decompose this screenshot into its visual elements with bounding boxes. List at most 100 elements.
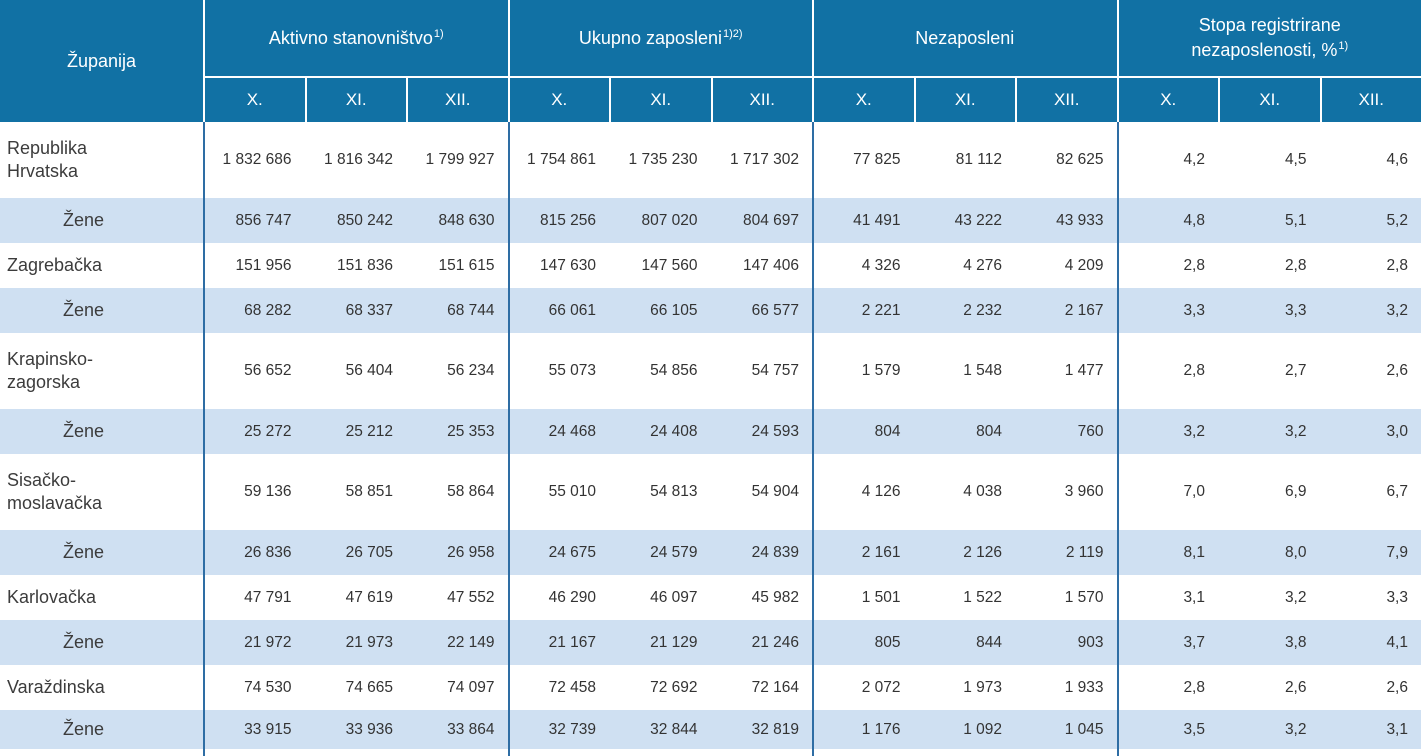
value-cell: 147 630 (507, 243, 610, 288)
value-cell: 2,8 (1284, 256, 1307, 274)
value-cell: 54 757 (751, 362, 799, 379)
table-row-county: Krapinsko-zagorska 56 652 56 404 56 234 55 0… (0, 333, 1421, 409)
value-cell: 804 697 (742, 211, 799, 229)
value-cell: 804 (976, 422, 1002, 440)
row-label-zene: Žene (63, 300, 105, 320)
value-cell: 4 209 (1064, 256, 1104, 274)
value-cell: 21 973 (345, 633, 393, 651)
value-cell: 72 164 (751, 678, 799, 696)
value-cell: 47 791 (203, 575, 305, 620)
cutoff-cell (1320, 749, 1421, 756)
value-cell: 54 813 (650, 483, 698, 500)
group-header-nezaposleni: Nezaposleni (814, 0, 1117, 76)
value-cell: 3,3 (1386, 588, 1408, 606)
value-cell: 903 (1077, 633, 1104, 651)
value-cell: 74 530 (203, 665, 305, 710)
row-label-zene: Žene (63, 632, 105, 652)
value-cell: 55 073 (507, 333, 610, 409)
value-cell: 4,1 (1386, 633, 1408, 651)
month-header: XII. (712, 78, 812, 122)
cutoff-cell (507, 749, 610, 756)
group-header-label: Stopa registrirane nezaposlenosti, % (1191, 15, 1341, 60)
value-cell: 68 337 (345, 301, 393, 319)
table-row-zene: Žene 25 272 25 212 25 353 24 468 24 408 24 593… (0, 409, 1421, 454)
value-cell: 4 276 (963, 256, 1002, 274)
value-cell: 2,8 (1386, 256, 1408, 274)
value-cell: 32 819 (751, 720, 799, 738)
cutoff-cell (406, 749, 508, 756)
cutoff-cell (914, 749, 1016, 756)
month-header: XI. (306, 78, 406, 122)
value-cell: 2 119 (1065, 543, 1104, 561)
value-cell: 4 326 (812, 243, 914, 288)
cutoff-cell (203, 749, 305, 756)
value-cell: 2,8 (1116, 665, 1219, 710)
value-cell: 26 836 (203, 530, 305, 575)
group-header-label: Ukupno zaposleni (578, 27, 723, 48)
row-label-county: Varaždinska (7, 677, 105, 697)
value-cell: 2 072 (812, 665, 914, 710)
value-cell: 72 692 (650, 678, 698, 696)
month-header: X. (1118, 78, 1218, 122)
value-cell: 33 864 (447, 720, 495, 738)
row-label-zene: Žene (63, 542, 105, 562)
value-cell: 82 625 (1056, 151, 1104, 168)
value-cell: 1 799 927 (425, 151, 495, 168)
value-cell: 147 406 (742, 256, 799, 274)
value-cell: 47 552 (447, 588, 495, 606)
value-cell: 56 234 (447, 362, 495, 379)
value-cell: 2 167 (1064, 301, 1104, 319)
table-row-zene: Žene 856 747 850 242 848 630 815 256 807 020 8… (0, 198, 1421, 243)
value-cell: 2,8 (1116, 243, 1219, 288)
row-label-county: Sisačko-moslavačka (7, 470, 103, 513)
month-header: X. (205, 78, 305, 122)
value-cell: 74 097 (447, 678, 495, 696)
value-cell: 46 290 (507, 575, 610, 620)
value-cell: 3,2 (1386, 301, 1408, 319)
table-row-county: Zagrebačka 151 956 151 836 151 615 147 630 14… (0, 243, 1421, 288)
value-cell: 1 933 (1064, 678, 1104, 696)
month-header: XI. (915, 78, 1015, 122)
value-cell: 6,7 (1386, 483, 1408, 500)
value-cell: 7,0 (1116, 454, 1219, 530)
value-cell: 850 242 (336, 211, 393, 229)
month-header: X. (509, 78, 609, 122)
value-cell: 24 468 (507, 409, 610, 454)
table-row-county: Republika Hrvatska 1 832 686 1 816 342 1 799… (0, 122, 1421, 198)
value-cell: 1 045 (1064, 720, 1104, 738)
cutoff-row (0, 749, 1421, 756)
value-cell: 1 832 686 (203, 122, 305, 198)
corner-header-zupanija: Županija (0, 0, 203, 122)
value-cell: 74 665 (345, 678, 393, 696)
value-cell: 8,0 (1284, 543, 1307, 561)
value-cell: 66 577 (751, 301, 799, 319)
value-cell: 26 958 (447, 543, 495, 561)
value-cell: 6,9 (1284, 483, 1307, 500)
value-cell: 1 816 342 (324, 151, 393, 168)
table-row-county: Karlovačka 47 791 47 619 47 552 46 290 46 097… (0, 575, 1421, 620)
value-cell: 25 212 (345, 422, 393, 440)
value-cell: 21 972 (203, 620, 305, 665)
value-cell: 24 593 (751, 422, 799, 440)
value-cell: 68 744 (447, 301, 495, 319)
value-cell: 66 061 (507, 288, 610, 333)
value-cell: 760 (1077, 422, 1104, 440)
month-header: XI. (611, 78, 711, 122)
cutoff-cell (1116, 749, 1219, 756)
value-cell: 55 010 (507, 454, 610, 530)
value-cell: 43 933 (1056, 211, 1104, 229)
group-header-ukupno-zaposleni: Ukupno zaposleni1)2) (509, 0, 812, 76)
value-cell: 4,2 (1116, 122, 1219, 198)
month-header: XI. (1220, 78, 1320, 122)
value-cell: 33 936 (345, 720, 393, 738)
value-cell: 3,3 (1284, 301, 1307, 319)
value-cell: 804 (812, 409, 914, 454)
footnote-superscript: 1)2) (723, 27, 743, 40)
table-row-zene: Žene 68 282 68 337 68 744 66 061 66 105 66 577… (0, 288, 1421, 333)
value-cell: 25 272 (203, 409, 305, 454)
value-cell: 3 960 (1064, 483, 1104, 500)
group-header-label: Nezaposleni (915, 27, 1015, 48)
value-cell: 1 092 (963, 720, 1002, 738)
row-label-zene: Žene (63, 421, 105, 441)
